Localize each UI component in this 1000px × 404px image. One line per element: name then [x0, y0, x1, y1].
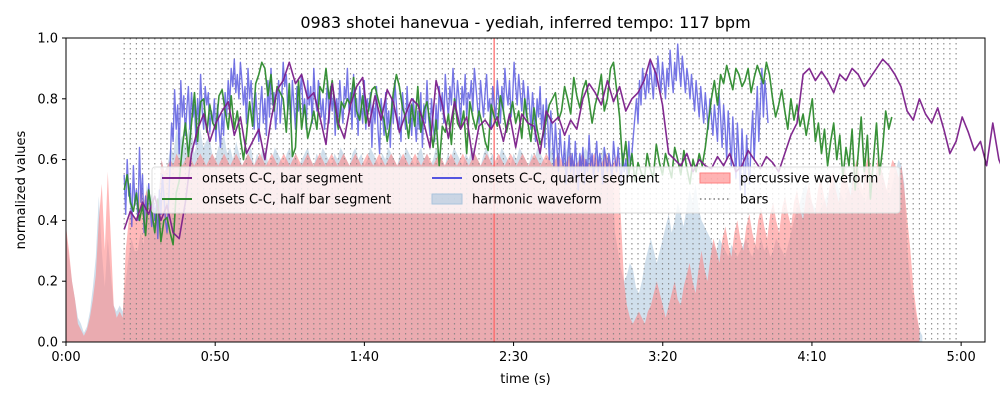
- x-tick-label: 2:30: [499, 350, 528, 365]
- x-tick-label: 4:10: [797, 350, 826, 365]
- legend-label-harmonic-waveform: harmonic waveform: [472, 193, 602, 208]
- x-tick-label: 0:00: [51, 350, 80, 365]
- series-line-onsets-c-c-bar-segment: [123, 58, 1000, 240]
- x-tick-label: 5:00: [947, 350, 976, 365]
- bar-lines-layer: [123, 38, 957, 342]
- legend: onsets C-C, bar segment onsets C-C, half …: [151, 166, 901, 214]
- legend-label-bars: bars: [740, 193, 769, 208]
- legend-label-onsets-c-c-half-bar-segment: onsets C-C, half bar segment: [202, 193, 391, 208]
- y-tick-label: 0.6: [37, 153, 58, 168]
- x-tick-label: 3:20: [648, 350, 677, 365]
- legend-label-onsets-c-c-quarter-segment: onsets C-C, quarter segment: [472, 172, 659, 187]
- y-tick-label: 0.2: [37, 275, 58, 290]
- legend-swatch-percussive-waveform: [699, 172, 731, 184]
- plot-frame: [65, 37, 986, 343]
- series-line-onsets-c-c-quarter-segment: [123, 43, 769, 240]
- onset-lines-layer: [123, 43, 1000, 246]
- legend-swatch-harmonic-waveform: [431, 193, 463, 205]
- series-line-onsets-c-c-half-bar-segment: [123, 61, 893, 246]
- y-tick-label: 1.0: [37, 32, 58, 47]
- legend-label-onsets-c-c-bar-segment: onsets C-C, bar segment: [202, 172, 363, 187]
- x-tick-label: 0:50: [201, 350, 230, 365]
- y-tick-label: 0.0: [37, 336, 58, 351]
- y-tick-label: 0.4: [37, 214, 58, 229]
- x-tick-label: 1:40: [350, 350, 379, 365]
- x-axis-label: time (s): [500, 372, 550, 387]
- x-axis-ticks: 0:00 0:50 1:40 2:30 3:20 4:10 5:00: [51, 342, 976, 365]
- legend-label-percussive-waveform: percussive waveform: [740, 172, 878, 187]
- y-axis-label: normalized values: [14, 130, 29, 249]
- chart-title: 0983 shotei hanevua - yediah, inferred t…: [300, 13, 750, 32]
- y-tick-label: 0.8: [37, 92, 58, 107]
- y-axis-ticks: 0.0 0.2 0.4 0.6 0.8 1.0: [37, 32, 66, 351]
